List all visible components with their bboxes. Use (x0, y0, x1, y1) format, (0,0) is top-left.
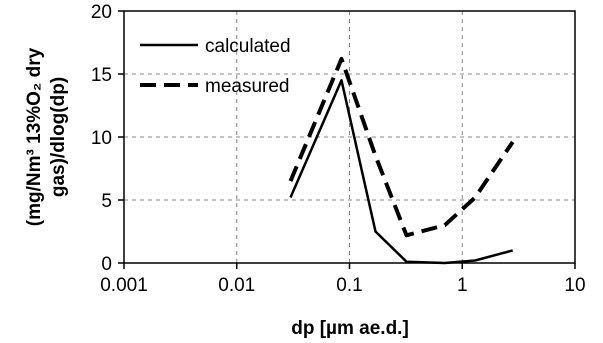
legend-label-calculated: calculated (205, 36, 291, 57)
y-tick-label: 10 (91, 128, 112, 149)
x-axis-title: dp [µm ae.d.] (291, 318, 409, 339)
y-tick-label: 5 (101, 191, 112, 212)
y-axis-title: (mg/Nm³ 13%O₂ dry gas)/dlog(dp) (24, 47, 69, 226)
tick-labels: 0.001 0.01 0.1 1 10 0 5 10 15 20 (91, 2, 586, 296)
series-line-measured (288, 56, 515, 238)
grid (124, 11, 575, 263)
legend-label-measured: measured (205, 76, 290, 97)
y-axis-title-line-1: (mg/Nm³ 13%O₂ dry (24, 47, 45, 226)
x-tick-label: 0.001 (100, 275, 148, 296)
series-group (288, 56, 515, 265)
y-tick-label: 15 (91, 65, 112, 86)
x-tick-label: 1 (457, 275, 468, 296)
y-axis-title-line-2: gas)/dlog(dp) (48, 77, 69, 197)
y-tick-label: 20 (91, 2, 112, 23)
x-tick-label: 10 (564, 275, 585, 296)
legend: calculated measured (140, 36, 291, 97)
series-line-calculated (289, 79, 514, 265)
x-tick-label: 0.01 (218, 275, 255, 296)
y-tick-label: 0 (101, 254, 112, 275)
x-tick-label: 0.1 (336, 275, 362, 296)
